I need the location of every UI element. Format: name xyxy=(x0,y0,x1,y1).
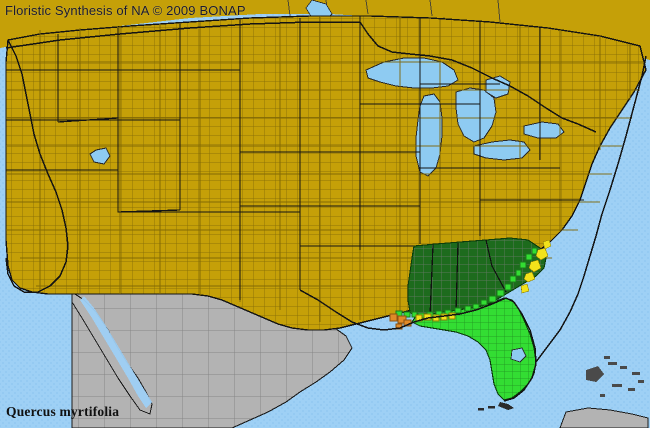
lake-okeechobee xyxy=(510,347,527,363)
great-salt-lake xyxy=(89,147,111,165)
lake-ontario xyxy=(523,121,565,139)
map-title: Floristic Synthesis of NA © 2009 BONAP xyxy=(5,3,246,18)
species-name-label: Quercus myrtifolia xyxy=(6,404,120,419)
coastline xyxy=(299,55,647,402)
county-present-region xyxy=(395,247,538,411)
great-lakes xyxy=(89,57,565,177)
foreign-landmass-caribbean xyxy=(559,356,649,428)
rare-county-markers xyxy=(415,239,552,322)
adventive-county-markers xyxy=(389,313,412,330)
pacific-coastline xyxy=(5,39,69,293)
county-lines-absent xyxy=(6,16,646,322)
florida-counties xyxy=(411,297,537,401)
lake-superior xyxy=(365,57,459,89)
us-canada-border xyxy=(5,21,597,133)
us-landmass-absent xyxy=(5,15,647,331)
state-boundaries xyxy=(6,16,584,300)
